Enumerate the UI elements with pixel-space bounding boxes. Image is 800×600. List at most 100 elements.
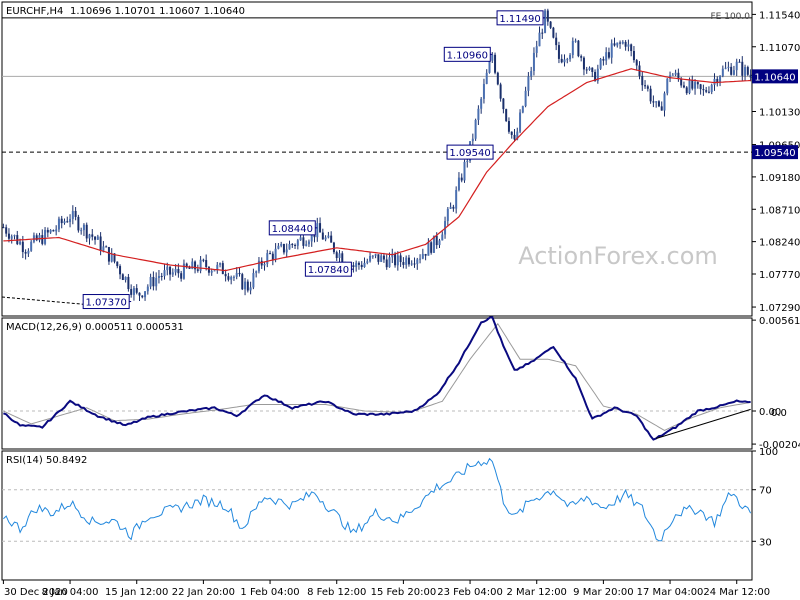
moving-average-line	[3, 68, 751, 272]
candle-body	[474, 119, 477, 139]
candle-body	[207, 266, 210, 273]
candle-body	[38, 235, 41, 241]
candle-body	[599, 58, 602, 69]
candle-body	[524, 90, 527, 107]
candle-body	[141, 295, 144, 298]
candle-body	[738, 61, 741, 63]
support-level-tag: 1.09540	[754, 148, 795, 159]
candle-body	[407, 257, 410, 265]
candle-body	[102, 246, 105, 251]
candle-body	[435, 235, 438, 246]
candle-body	[671, 74, 674, 76]
x-tick-label: 22 Jan 20:00	[172, 587, 235, 598]
candle-body	[741, 61, 744, 76]
candle-body	[494, 54, 497, 73]
candle-body	[735, 61, 738, 71]
candle-body	[180, 273, 183, 279]
price-annotation-label: 1.11490	[499, 14, 540, 25]
candle-body	[655, 101, 658, 103]
candle-body	[596, 68, 599, 82]
candle-body	[113, 253, 116, 262]
candle-body	[110, 253, 113, 262]
candle-body	[213, 270, 216, 272]
candle-body	[94, 236, 97, 240]
candle-body	[394, 253, 397, 266]
candle-body	[135, 288, 138, 293]
candle-body	[627, 44, 630, 47]
macd-tick-label: 0.0	[771, 408, 787, 419]
candle-body	[438, 240, 441, 246]
candle-body	[616, 42, 619, 46]
candle-body	[594, 71, 597, 82]
candle-body	[694, 82, 697, 89]
price-annotation-label: 1.07370	[85, 298, 126, 309]
candle-body	[63, 221, 66, 224]
candle-body	[107, 247, 110, 262]
y-tick-label: 1.09180	[759, 173, 800, 184]
candle-body	[632, 50, 635, 61]
candle-body	[710, 84, 713, 93]
candle-body	[46, 229, 49, 233]
candle-body	[263, 263, 266, 266]
candle-body	[194, 261, 197, 270]
candle-body	[680, 78, 683, 86]
candle-body	[294, 244, 297, 246]
candle-body	[541, 32, 544, 34]
candle-body	[641, 75, 644, 86]
candle-body	[682, 85, 685, 88]
candle-body	[513, 134, 516, 140]
y-tick-label: 1.08240	[759, 238, 800, 249]
candle-body	[332, 242, 335, 253]
candle-body	[310, 231, 313, 242]
x-tick-label: 2 Mar 12:00	[507, 587, 567, 598]
candle-body	[355, 262, 358, 268]
candle-body	[280, 244, 283, 246]
candle-body	[44, 229, 47, 244]
candle-body	[174, 268, 177, 273]
candle-body	[363, 262, 366, 268]
price-annotation-box	[82, 294, 130, 310]
rsi-title: RSI(14) 50.8492	[6, 455, 87, 466]
candle-body	[210, 270, 213, 273]
candle-body	[644, 85, 647, 87]
candle-body	[232, 276, 235, 278]
candle-body	[691, 80, 694, 89]
candle-body	[224, 274, 227, 277]
candle-body	[574, 40, 577, 42]
candle-body	[307, 241, 310, 245]
candle-body	[321, 232, 324, 240]
candle-body	[69, 218, 72, 222]
y-tick-label: 1.11540	[759, 10, 800, 21]
candle-body	[607, 52, 610, 58]
candle-body	[502, 98, 505, 110]
candle-body	[527, 76, 530, 91]
candle-body	[85, 224, 88, 239]
macd-tick-label: -0.002046	[759, 440, 800, 451]
candle-body	[288, 244, 291, 250]
candle-body	[605, 52, 608, 61]
candle-body	[485, 72, 488, 84]
candle-body	[441, 234, 444, 241]
candle-body	[535, 46, 538, 53]
candle-body	[319, 223, 322, 233]
candle-body	[749, 74, 752, 78]
candle-body	[99, 236, 102, 251]
candle-body	[371, 255, 374, 257]
candle-body	[35, 235, 38, 241]
candle-body	[13, 235, 16, 237]
candle-body	[582, 57, 585, 70]
rsi-tick-label: 30	[759, 537, 772, 548]
candle-body	[227, 276, 230, 280]
candle-body	[621, 41, 624, 44]
candle-body	[610, 43, 613, 58]
candle-body	[246, 281, 249, 291]
candle-body	[696, 82, 699, 85]
candle-body	[152, 276, 155, 287]
candle-body	[160, 276, 163, 278]
candle-body	[557, 45, 560, 59]
candle-body	[282, 244, 285, 253]
candle-body	[380, 255, 383, 262]
x-tick-label: 8 Jan 04:00	[42, 587, 99, 598]
candle-body	[613, 43, 616, 46]
panel-frame-1	[1, 317, 753, 450]
